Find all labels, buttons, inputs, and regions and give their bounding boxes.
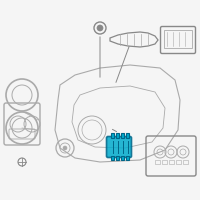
Bar — [162, 160, 167, 164]
Bar — [155, 160, 160, 164]
Circle shape — [63, 146, 67, 150]
Bar — [164, 30, 192, 48]
Bar — [169, 160, 174, 164]
Bar — [183, 160, 188, 164]
Bar — [121, 133, 124, 138]
Bar — [126, 133, 128, 138]
Bar — [176, 160, 181, 164]
Bar — [111, 156, 114, 160]
Circle shape — [97, 25, 103, 31]
Bar — [121, 156, 124, 160]
FancyBboxPatch shape — [106, 136, 132, 158]
Bar — [111, 133, 114, 138]
Bar — [116, 156, 118, 160]
Bar — [116, 133, 118, 138]
Bar — [126, 156, 128, 160]
